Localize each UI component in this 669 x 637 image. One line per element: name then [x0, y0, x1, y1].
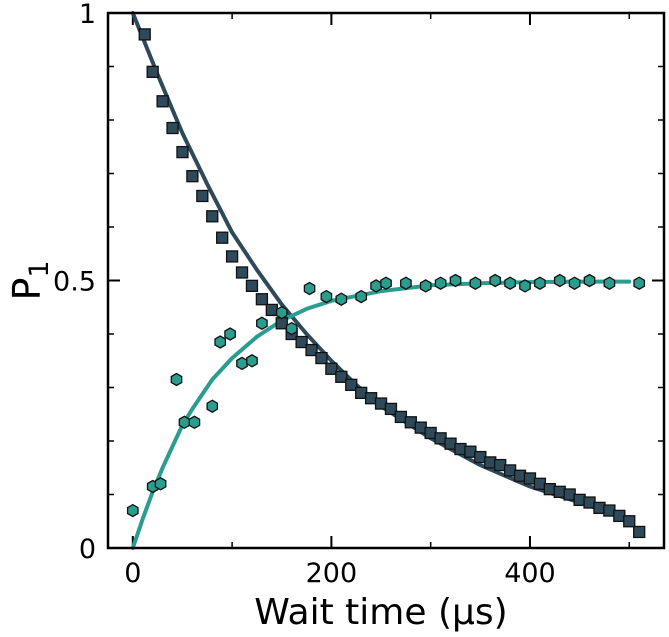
decay-data-point: [225, 250, 239, 263]
rise-data-point: [568, 276, 581, 290]
rise-data-point: [320, 289, 333, 304]
decay-data-point: [186, 170, 199, 183]
fit-line: [130, 279, 632, 550]
x-axis-label: Wait time (μs): [254, 592, 507, 633]
rise-data-point: [380, 276, 392, 290]
rise-data-point: [285, 321, 298, 336]
decay-data-point: [255, 293, 269, 306]
decay-data-point: [305, 343, 318, 357]
rise-data-point: [206, 399, 219, 413]
decay-data-point: [245, 279, 259, 293]
decay-data-point: [216, 231, 229, 244]
rise-data-point: [214, 335, 227, 349]
x-tick-label: 200: [306, 558, 358, 589]
rise-data-point: [434, 276, 447, 290]
decay-data-point: [295, 335, 308, 349]
rise-data-point: [603, 276, 616, 290]
decay-data-point: [206, 210, 219, 223]
decay-data-point: [138, 28, 151, 41]
x-tick-label: 400: [504, 558, 556, 589]
fit-line: [130, 11, 632, 521]
rise-data-point: [236, 356, 248, 371]
y-axis-label-subscript: 1: [24, 260, 55, 277]
decay-data-point: [176, 145, 189, 159]
y-tick-label: 1: [79, 0, 96, 30]
decay-data-point: [265, 303, 278, 317]
decay-data-point: [335, 370, 348, 383]
rise-data-point: [504, 276, 516, 290]
svg-text:P1: P1: [5, 260, 55, 300]
rise-data-point: [154, 477, 167, 491]
decay-data-point: [623, 515, 636, 528]
decay-data-point: [325, 362, 338, 375]
data-markers: [126, 28, 646, 539]
rise-data-point: [335, 292, 348, 306]
rise-data-point: [633, 276, 646, 290]
rise-data-point: [224, 327, 236, 341]
plot-frame: [106, 11, 666, 550]
rise-data-point: [370, 279, 382, 293]
rise-data-point: [275, 305, 288, 320]
rise-data-point: [553, 273, 566, 288]
rise-data-point: [534, 276, 546, 290]
rise-data-point: [583, 273, 596, 288]
y-axis-label: P1: [5, 260, 55, 300]
decay-data-point: [235, 266, 249, 279]
decay-data-point: [384, 402, 398, 416]
y-tick-label: 0.5: [53, 267, 96, 298]
tick-labels: 0 200 400 0 0.5 1: [53, 0, 556, 589]
rise-data-point: [126, 503, 139, 518]
rise-data-point: [303, 281, 316, 296]
rise-data-point: [256, 316, 268, 331]
decay-data-point: [315, 351, 328, 365]
rise-data-point: [469, 276, 482, 290]
decay-data-point: [633, 525, 646, 539]
decay-data-point: [146, 65, 159, 78]
decay-data-point: [196, 189, 209, 203]
rise-data-point: [400, 276, 412, 290]
rise-data-point: [519, 279, 531, 293]
rise-data-point: [246, 354, 258, 368]
rise-data-point: [170, 372, 183, 387]
rise-data-point: [178, 415, 191, 430]
decay-data-point: [345, 378, 358, 391]
x-tick-label: 0: [124, 558, 141, 589]
rise-data-point: [188, 415, 201, 430]
decay-data-point: [166, 121, 179, 135]
y-axis-label-main: P: [5, 278, 49, 301]
rise-data-point: [419, 279, 432, 293]
decay-data-point: [275, 317, 288, 330]
rise-data-point: [355, 289, 368, 304]
y-tick-label: 0: [79, 534, 96, 565]
rise-data-point: [489, 273, 502, 288]
decay-data-point: [156, 95, 169, 108]
rise-data-point: [449, 273, 462, 288]
